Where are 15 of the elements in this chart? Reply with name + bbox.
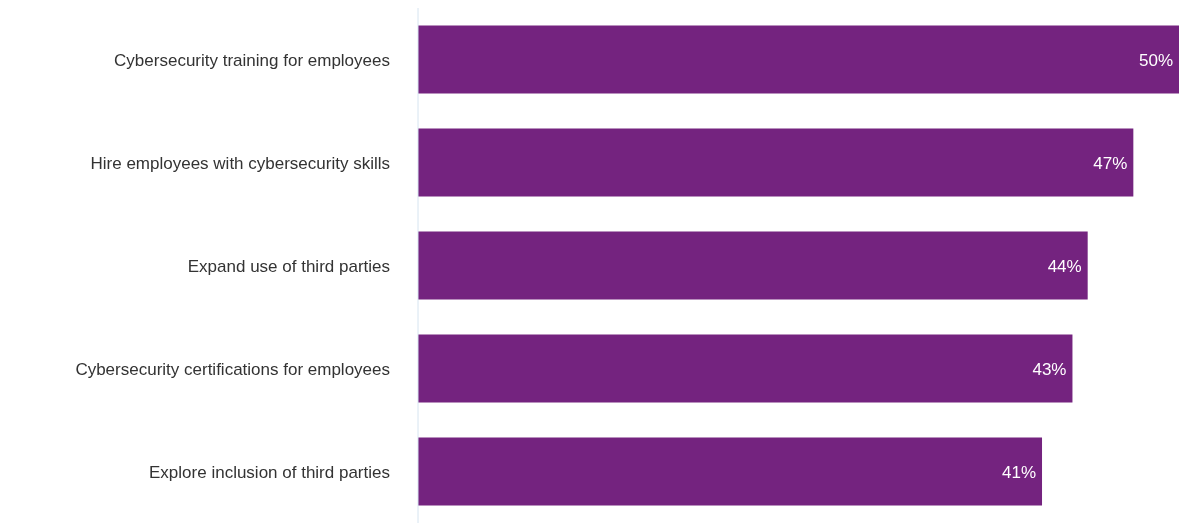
y-tick-label: Cybersecurity training for employees xyxy=(114,50,390,70)
bar xyxy=(418,334,1073,403)
y-tick-label: Cybersecurity certifications for employees xyxy=(75,359,390,379)
y-tick-label: Expand use of third parties xyxy=(187,256,390,276)
bar xyxy=(418,437,1043,506)
bar xyxy=(418,128,1134,197)
data-label: 41% xyxy=(1001,462,1037,482)
y-tick-label: Hire employees with cybersecurity skills xyxy=(90,153,390,173)
data-label: 50% xyxy=(1138,50,1173,70)
bar xyxy=(418,25,1179,94)
data-label: 47% xyxy=(1093,153,1128,173)
data-label: 43% xyxy=(1032,359,1067,379)
data-label: 44% xyxy=(1047,256,1082,276)
bar xyxy=(418,231,1088,300)
y-tick-label: Explore inclusion of third parties xyxy=(149,462,390,482)
